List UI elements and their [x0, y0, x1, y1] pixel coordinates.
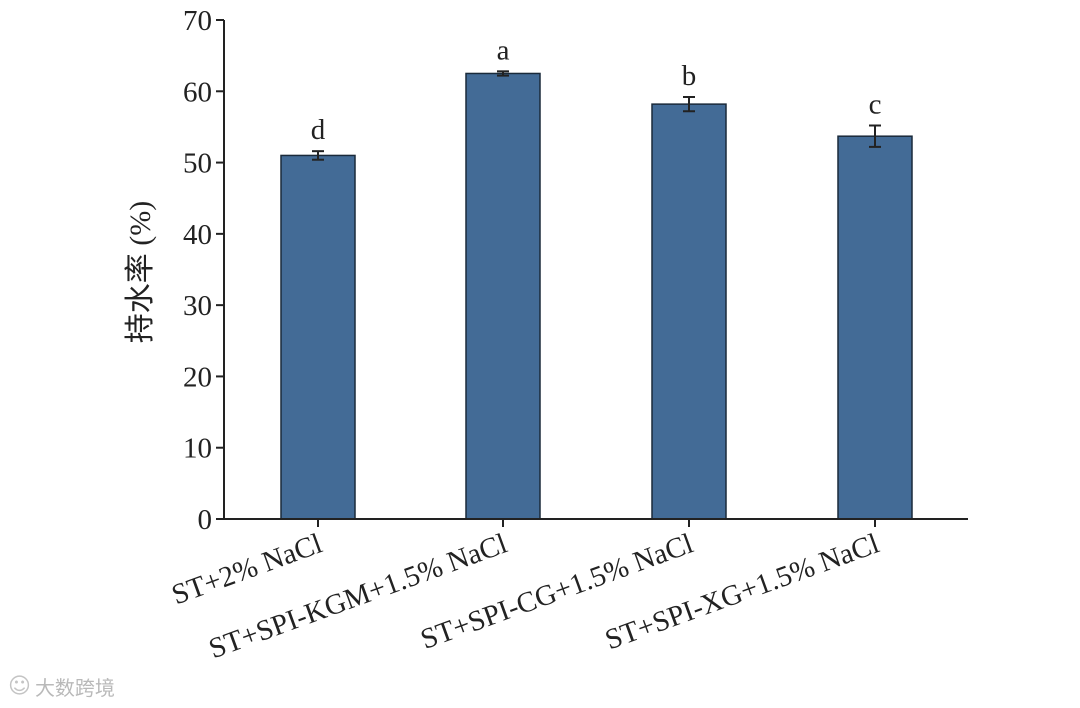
- y-tick-label-0: 0: [198, 504, 213, 536]
- significance-label-3: b: [682, 60, 697, 92]
- watermark-logo-icon: ☺: [8, 674, 31, 699]
- significance-label-2: a: [497, 34, 510, 66]
- y-tick-label-60: 60: [183, 76, 212, 108]
- y-tick-label-20: 20: [183, 361, 212, 393]
- error-bar-3: [683, 95, 695, 113]
- bars-layer: [280, 72, 913, 520]
- y-tick-label-50: 50: [183, 148, 212, 180]
- bar-3: [651, 103, 727, 520]
- significance-label-1: d: [311, 114, 326, 146]
- error-bar-2: [497, 70, 509, 77]
- bar-1: [280, 154, 356, 520]
- x-tick-label-2: ST+SPI-KGM+1.5% NaCl: [205, 528, 512, 666]
- y-axis-label: 持水率 (%): [124, 201, 157, 343]
- error-bars-layer: [312, 70, 881, 161]
- bar-2: [465, 72, 541, 520]
- y-tick-label-70: 70: [183, 5, 212, 37]
- y-tick-label-30: 30: [183, 290, 212, 322]
- axes-layer: [216, 19, 968, 527]
- y-tick-label-10: 10: [183, 433, 212, 465]
- error-bar-4: [869, 124, 881, 148]
- watermark: ☺ 大数跨境: [8, 672, 115, 701]
- bar-4: [837, 135, 913, 520]
- error-bar-1: [312, 150, 324, 161]
- y-tick-label-40: 40: [183, 219, 212, 251]
- watermark-text: 大数跨境: [34, 676, 115, 700]
- significance-label-4: c: [869, 89, 882, 121]
